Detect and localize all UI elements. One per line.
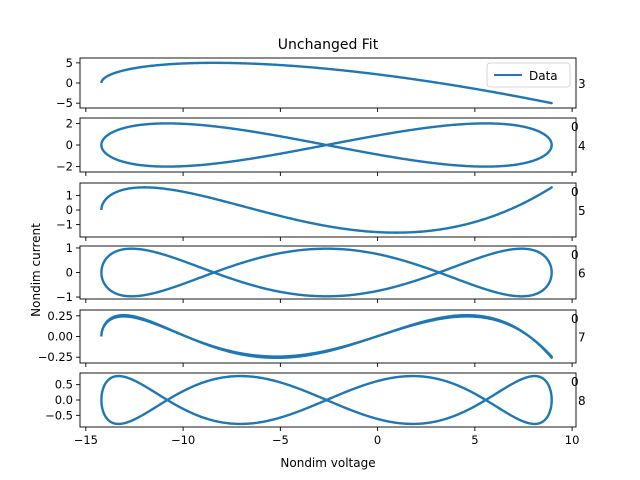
y-tick-label: −0.25 bbox=[38, 350, 73, 364]
y-tick-label: 0.0 bbox=[55, 393, 73, 407]
right-top-label: 0 bbox=[571, 248, 579, 262]
right-panel-label: 8 bbox=[578, 394, 586, 408]
subplot-2: −2 0 2 4 0 bbox=[56, 116, 586, 176]
y-tick-label: 2 bbox=[66, 116, 73, 130]
subplot-6: −0.50.00.5 −15 −10 −5 0 5 10 8 0 bbox=[45, 372, 586, 447]
x-axis-label: Nondim voltage bbox=[280, 456, 375, 470]
y-tick-label: 1 bbox=[66, 241, 73, 255]
figure-title: Unchanged Fit bbox=[278, 37, 379, 53]
y-tick-label: 0 bbox=[66, 266, 73, 280]
right-top-label: 0 bbox=[571, 375, 579, 389]
right-panel-label: 4 bbox=[578, 139, 586, 153]
x-tick-label: −5 bbox=[272, 433, 289, 447]
subplot-panels: −5053Data−20240−10150−10160−0.250.000.25… bbox=[38, 56, 586, 447]
series-line bbox=[100, 374, 553, 426]
right-panel-label: 6 bbox=[578, 267, 586, 281]
x-tick-label: 5 bbox=[471, 433, 478, 447]
legend-label: Data bbox=[529, 69, 558, 83]
y-tick-label: −5 bbox=[56, 96, 73, 110]
right-panel-label: 7 bbox=[578, 331, 586, 345]
subplot-1: −5 0 5 3 Data bbox=[56, 56, 586, 112]
y-tick-label: 5 bbox=[66, 56, 73, 70]
series-line bbox=[100, 186, 553, 234]
axes-frame bbox=[79, 309, 577, 364]
y-tick-label: 0 bbox=[66, 138, 73, 152]
x-tick-label: −15 bbox=[74, 433, 98, 447]
y-tick-label: 0.00 bbox=[47, 330, 73, 344]
y-tick-label: 0.5 bbox=[55, 378, 73, 392]
y-tick-label: −0.5 bbox=[45, 408, 73, 422]
right-top-label: 0 bbox=[571, 120, 579, 134]
subplot-5: −0.25 0.00 0.25 7 0 bbox=[38, 309, 586, 367]
series-line bbox=[100, 313, 553, 360]
series-line bbox=[100, 61, 553, 105]
legend-box bbox=[486, 62, 571, 88]
right-top-label: 0 bbox=[571, 312, 579, 326]
y-tick-label: −2 bbox=[56, 160, 73, 174]
y-tick-label: 0 bbox=[66, 76, 73, 90]
x-tick-label: 10 bbox=[565, 433, 580, 447]
axes-frame bbox=[79, 245, 577, 300]
y-tick-label: 0.25 bbox=[47, 309, 73, 323]
series-line bbox=[100, 247, 553, 298]
x-tick-label: 0 bbox=[374, 433, 381, 447]
y-tick-label: 1 bbox=[66, 188, 73, 202]
legend: Data bbox=[486, 62, 571, 88]
right-panel-label: 3 bbox=[578, 77, 586, 91]
y-axis-label: Nondim current bbox=[29, 223, 43, 317]
right-top-label: 0 bbox=[571, 185, 579, 199]
y-tick-label: 0 bbox=[66, 203, 73, 217]
subplot-4: −1 0 1 6 0 bbox=[56, 241, 586, 304]
right-panel-label: 5 bbox=[578, 204, 586, 218]
axes-frame bbox=[79, 182, 577, 238]
y-tick-label: −1 bbox=[56, 290, 73, 304]
x-tick-label: −10 bbox=[171, 433, 195, 447]
y-tick-label: −1 bbox=[56, 218, 73, 232]
series-line bbox=[100, 122, 553, 168]
